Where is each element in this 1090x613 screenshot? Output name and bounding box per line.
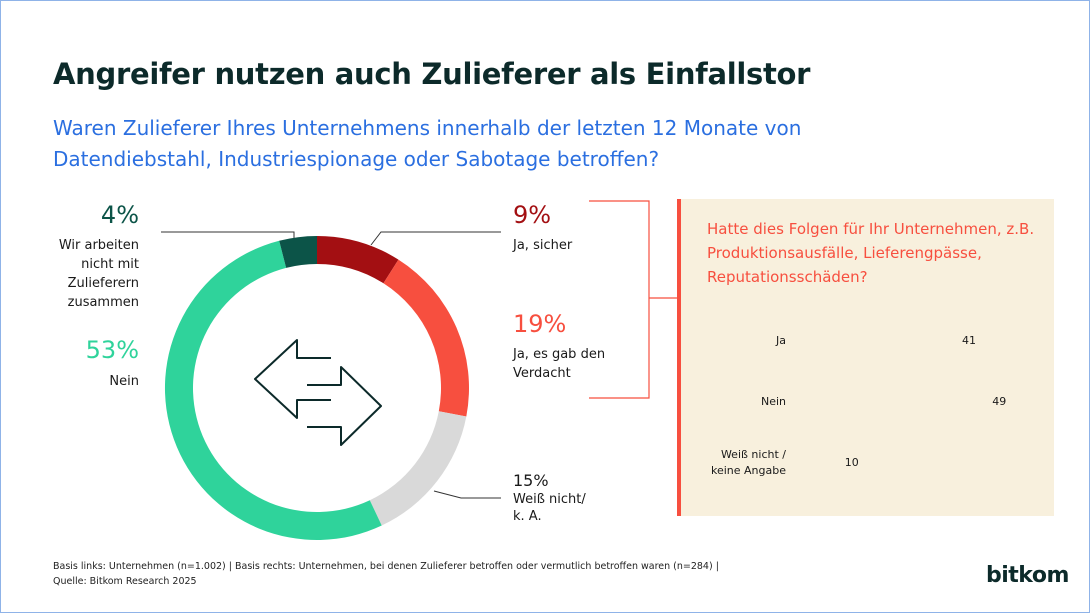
subtitle: Waren Zulieferer Ihres Unternehmens inne… [53, 116, 802, 171]
slice-label: Ja, es gab den Verdacht [513, 347, 606, 381]
value-label: 15% [513, 471, 549, 490]
category-label: Weiß nicht / keine Angabe [710, 448, 786, 477]
value-label: 53% [85, 336, 139, 364]
slice-label: Nein [109, 374, 139, 389]
bracket [589, 200, 677, 399]
slice-label: Weiß nicht/ k. A. [513, 492, 586, 524]
value-label: 9% [513, 201, 552, 229]
value-label: 19% [513, 310, 567, 338]
logo: bitkom [986, 563, 1069, 588]
donut-slice [279, 236, 317, 268]
category-label: Ja [776, 334, 786, 347]
bar-value-label: 41 [961, 334, 976, 347]
arrows-icon [254, 339, 382, 446]
slice-label: Ja, sicher [513, 238, 573, 253]
bar-value-label: 49 [992, 395, 1007, 408]
panel [677, 199, 1054, 516]
bar-value-label: 10 [844, 456, 859, 469]
donut-slice [164, 240, 382, 541]
footnote: Basis links: Unternehmen (n=1.002) | Bas… [53, 561, 719, 572]
slice-label: Wir arbeiten nicht mit Zulieferern zusam… [58, 238, 139, 310]
category-label: Nein [760, 395, 786, 408]
donut-slice [369, 411, 467, 526]
bar-chart-title: Hatte dies Folgen für Ihr Unternehmen, z… [707, 220, 1035, 286]
value-label: 4% [100, 201, 139, 229]
donut-slice [317, 236, 399, 284]
source: Quelle: Bitkom Research 2025 [53, 576, 197, 587]
title: Angreifer nutzen auch Zulieferer als Ein… [53, 57, 811, 91]
donut-slice [383, 259, 470, 417]
